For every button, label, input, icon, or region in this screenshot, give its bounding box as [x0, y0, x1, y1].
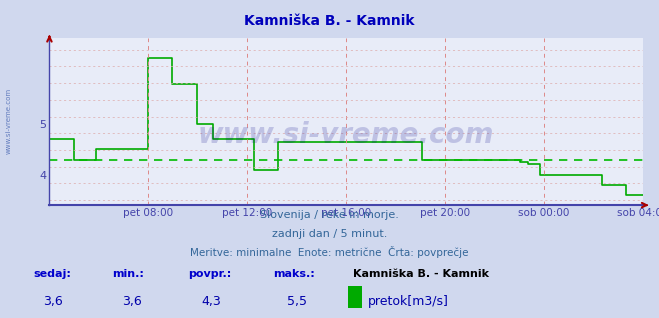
Text: maks.:: maks.:	[273, 269, 315, 279]
Text: Kamniška B. - Kamnik: Kamniška B. - Kamnik	[353, 269, 488, 279]
Text: povpr.:: povpr.:	[188, 269, 231, 279]
Text: www.si-vreme.com: www.si-vreme.com	[5, 88, 11, 154]
Text: Meritve: minimalne  Enote: metrične  Črta: povprečje: Meritve: minimalne Enote: metrične Črta:…	[190, 246, 469, 258]
Text: sedaj:: sedaj:	[33, 269, 71, 279]
Text: Kamniška B. - Kamnik: Kamniška B. - Kamnik	[244, 14, 415, 28]
Text: 3,6: 3,6	[43, 295, 63, 308]
Text: 3,6: 3,6	[122, 295, 142, 308]
Text: 4,3: 4,3	[201, 295, 221, 308]
Text: pretok[m3/s]: pretok[m3/s]	[368, 295, 449, 308]
Text: zadnji dan / 5 minut.: zadnji dan / 5 minut.	[272, 229, 387, 239]
Text: www.si-vreme.com: www.si-vreme.com	[198, 121, 494, 149]
Text: min.:: min.:	[112, 269, 144, 279]
Text: 5,5: 5,5	[287, 295, 306, 308]
Text: Slovenija / reke in morje.: Slovenija / reke in morje.	[260, 210, 399, 220]
